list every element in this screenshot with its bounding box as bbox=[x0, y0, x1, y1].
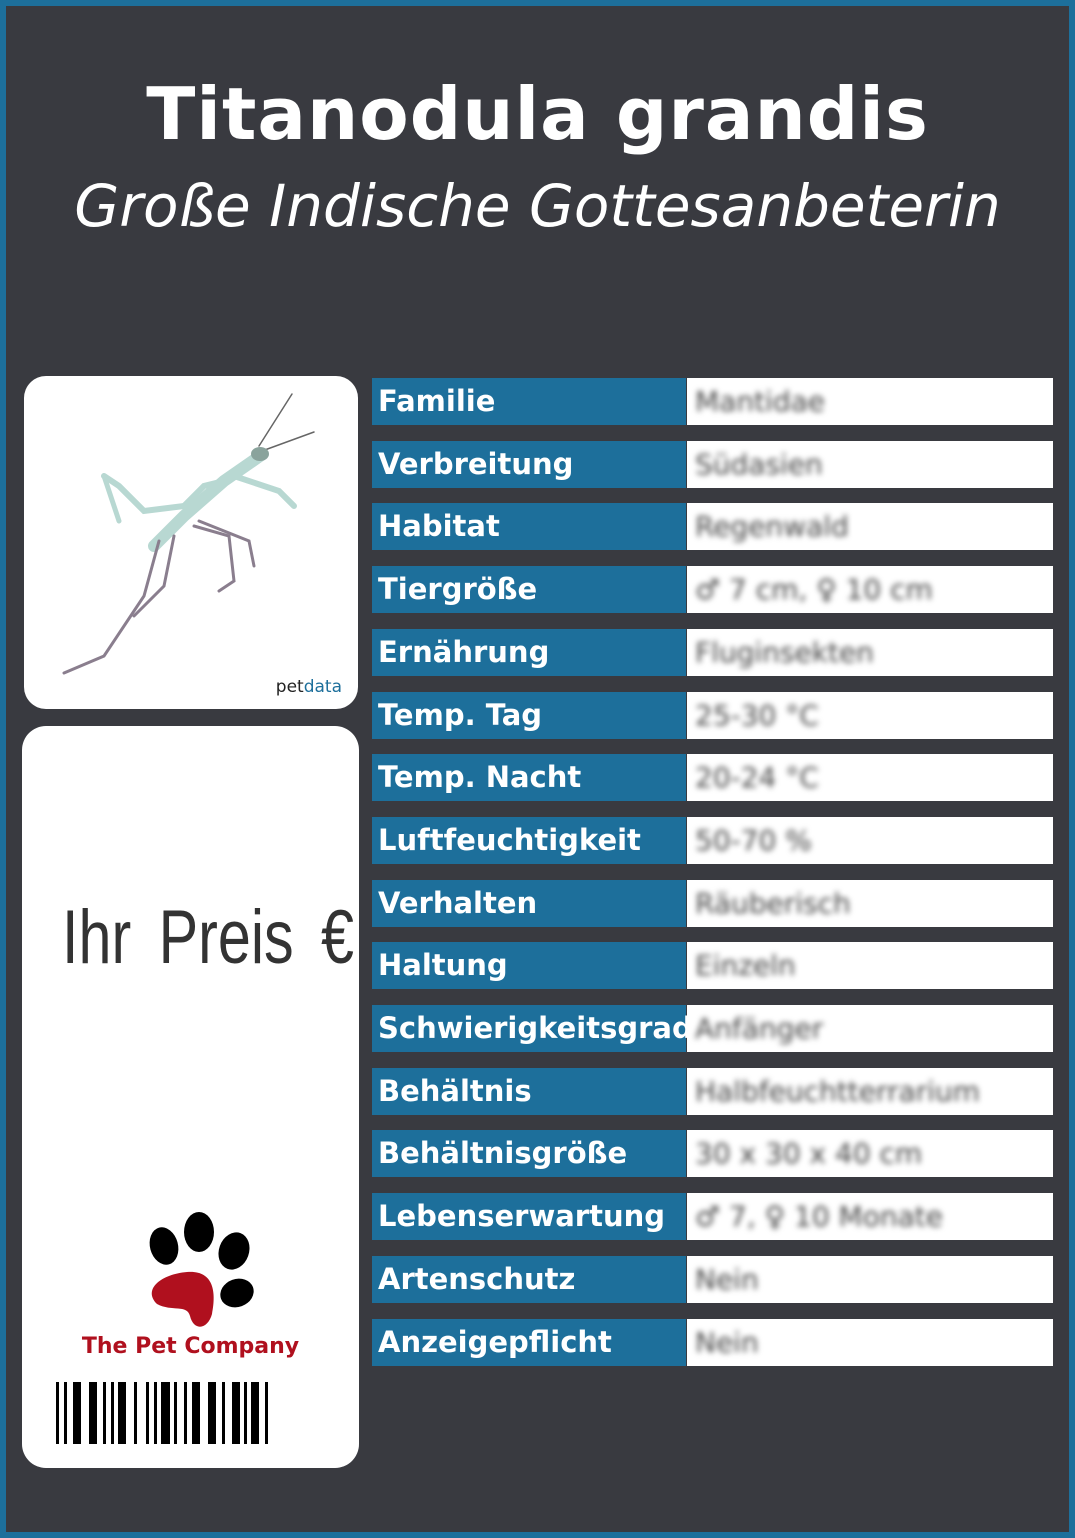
row-label: Anzeigepflicht bbox=[372, 1318, 686, 1366]
row-label: Verbreitung bbox=[372, 440, 686, 488]
row-value-text: Räuberisch bbox=[695, 886, 851, 920]
barcode-bar bbox=[134, 1382, 137, 1444]
barcode-bar bbox=[111, 1382, 114, 1444]
barcode-bar bbox=[154, 1382, 157, 1444]
table-row: Temp. Tag 25-30 °C bbox=[372, 691, 1053, 739]
barcode-bar bbox=[232, 1382, 240, 1444]
row-label: Artenschutz bbox=[372, 1255, 686, 1303]
brand-name: The Pet Company bbox=[81, 1334, 300, 1359]
barcode-bar bbox=[184, 1382, 187, 1444]
row-value-text: Nein bbox=[695, 1262, 759, 1296]
row-value: Fluginsekten bbox=[687, 628, 1053, 676]
price-label: Ihr Preis € bbox=[62, 895, 354, 980]
row-value-text: 25-30 °C bbox=[695, 698, 819, 732]
barcode-bar bbox=[161, 1382, 170, 1444]
petdata-logo: petdata bbox=[275, 677, 342, 697]
row-label: Familie bbox=[372, 378, 686, 425]
row-label: Temp. Nacht bbox=[372, 754, 686, 802]
barcode-bar bbox=[73, 1382, 81, 1444]
paw-icon bbox=[149, 1212, 254, 1327]
barcode-bar bbox=[222, 1382, 225, 1444]
row-value-text: Mantidae bbox=[695, 385, 825, 418]
table-row: Anzeigepflicht Nein bbox=[372, 1318, 1053, 1366]
table-row: Habitat Regenwald bbox=[372, 503, 1053, 551]
table-row: Familie Mantidae bbox=[372, 378, 1053, 425]
row-value-text: Nein bbox=[695, 1325, 759, 1359]
barcode-bar bbox=[64, 1382, 67, 1444]
row-label: Haltung bbox=[372, 942, 686, 990]
row-value-text: Regenwald bbox=[695, 510, 849, 544]
table-row: Behältnis Halbfeuchtterrarium bbox=[372, 1067, 1053, 1115]
barcode-bar bbox=[192, 1382, 200, 1444]
row-value-text: Südasien bbox=[695, 447, 823, 481]
table-row: Artenschutz Nein bbox=[372, 1255, 1053, 1303]
row-label: Luftfeuchtigkeit bbox=[372, 816, 686, 864]
barcode-bar bbox=[174, 1382, 177, 1444]
barcode-bar bbox=[89, 1382, 97, 1444]
row-label: Habitat bbox=[372, 503, 686, 551]
row-label: Temp. Tag bbox=[372, 691, 686, 739]
price-card: Ihr Preis € The Pet Company bbox=[22, 726, 359, 1468]
barcode-bar bbox=[244, 1382, 247, 1444]
table-row: Ernährung Fluginsekten bbox=[372, 628, 1053, 676]
table-row: Tiergröße ♂ 7 cm, ♀ 10 cm bbox=[372, 566, 1053, 614]
row-label: Behältnis bbox=[372, 1067, 686, 1115]
page-subtitle: Große Indische Gottesanbeterin bbox=[74, 172, 1001, 240]
row-value: 20-24 °C bbox=[687, 754, 1053, 802]
table-row: Haltung Einzeln bbox=[372, 942, 1053, 990]
barcode-bar bbox=[208, 1382, 216, 1444]
row-label: Behältnisgröße bbox=[372, 1130, 686, 1178]
row-value-text: 30 x 30 x 40 cm bbox=[695, 1137, 923, 1171]
row-value-text: ♂ 7 cm, ♀ 10 cm bbox=[695, 573, 933, 607]
barcode-bar bbox=[118, 1382, 126, 1444]
row-value-text: Fluginsekten bbox=[695, 635, 874, 669]
row-value: Südasien bbox=[687, 440, 1053, 488]
barcode-bar bbox=[56, 1382, 59, 1444]
row-value: Mantidae bbox=[687, 378, 1053, 425]
table-row: Verbreitung Südasien bbox=[372, 440, 1053, 488]
row-label: Tiergröße bbox=[372, 566, 686, 614]
row-value: Nein bbox=[687, 1255, 1053, 1303]
barcode bbox=[56, 1382, 268, 1444]
row-value: 50-70 % bbox=[687, 816, 1053, 864]
table-row: Behältnisgröße 30 x 30 x 40 cm bbox=[372, 1130, 1053, 1178]
table-row: Schwierigkeitsgrad Anfänger bbox=[372, 1005, 1053, 1052]
row-value: 30 x 30 x 40 cm bbox=[687, 1130, 1053, 1178]
row-value-text: ♂ 7, ♀ 10 Monate bbox=[695, 1200, 943, 1234]
row-label: Lebenserwartung bbox=[372, 1193, 686, 1241]
animal-image: petdata bbox=[24, 376, 358, 709]
row-value: Regenwald bbox=[687, 503, 1053, 551]
row-label: Schwierigkeitsgrad bbox=[372, 1005, 693, 1052]
row-value: Anfänger bbox=[687, 1005, 1053, 1052]
row-value-text: 20-24 °C bbox=[695, 761, 819, 795]
table-row: Luftfeuchtigkeit 50-70 % bbox=[372, 816, 1053, 864]
row-value-text: Anfänger bbox=[695, 1012, 824, 1045]
table-row: Lebenserwartung ♂ 7, ♀ 10 Monate bbox=[372, 1193, 1053, 1241]
table-row: Temp. Nacht 20-24 °C bbox=[372, 754, 1053, 802]
row-value: Halbfeuchtterrarium bbox=[687, 1067, 1053, 1115]
row-value: 25-30 °C bbox=[687, 691, 1053, 739]
table-row: Verhalten Räuberisch bbox=[372, 879, 1053, 927]
barcode-bar bbox=[146, 1382, 149, 1444]
row-value: Einzeln bbox=[687, 942, 1053, 990]
row-value-text: 50-70 % bbox=[695, 823, 812, 857]
page-title: Titanodula grandis bbox=[146, 72, 929, 156]
row-value: ♂ 7, ♀ 10 Monate bbox=[687, 1193, 1053, 1241]
barcode-bar bbox=[265, 1382, 268, 1444]
row-value: Nein bbox=[687, 1318, 1053, 1366]
barcode-bar bbox=[251, 1382, 259, 1444]
row-value-text: Einzeln bbox=[695, 949, 796, 983]
barcode-bar bbox=[103, 1382, 106, 1444]
row-label: Verhalten bbox=[372, 879, 686, 927]
row-label: Ernährung bbox=[372, 628, 686, 676]
row-value: ♂ 7 cm, ♀ 10 cm bbox=[687, 566, 1053, 614]
row-value-text: Halbfeuchtterrarium bbox=[695, 1074, 980, 1108]
row-value: Räuberisch bbox=[687, 879, 1053, 927]
mantis-icon bbox=[62, 393, 315, 675]
